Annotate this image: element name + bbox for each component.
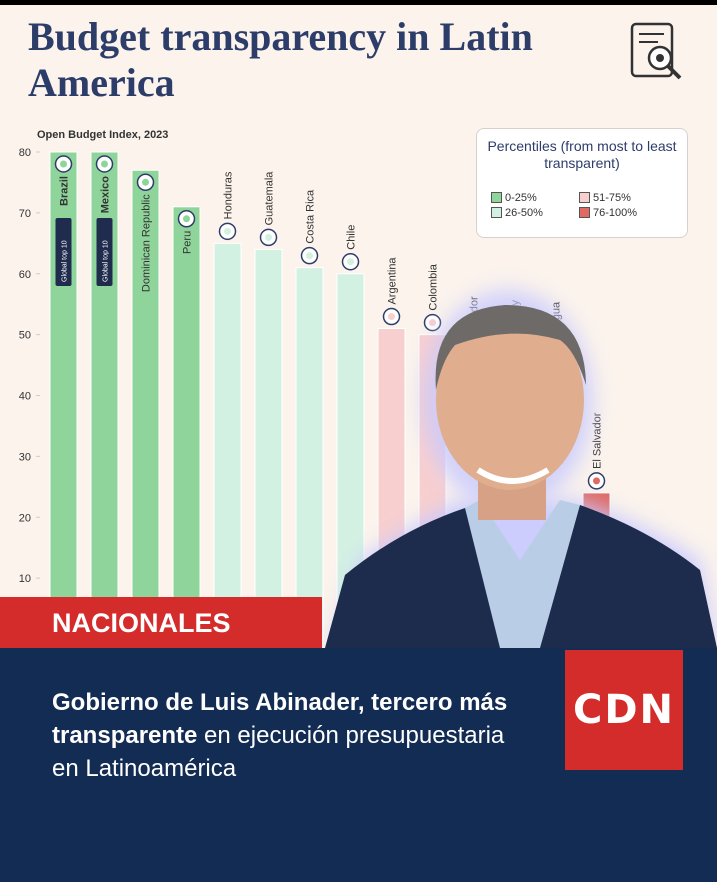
logo: CDN <box>565 650 683 770</box>
headline-regular: en ejecución presupuestaria en Latinoamé… <box>52 722 505 782</box>
flag-center <box>101 160 108 168</box>
legend-title: Percentiles (from most to least transpar… <box>487 138 677 171</box>
flag-center <box>306 252 313 260</box>
y-tick-label: 50 <box>19 330 31 342</box>
y-tick-label: 20 <box>19 512 31 524</box>
badge-label: Global top 10 <box>103 240 110 282</box>
y-tick-label: 80 <box>19 147 31 159</box>
person-photo <box>325 290 717 648</box>
legend-label: 76-100% <box>593 206 638 219</box>
badge <box>55 218 72 286</box>
section-tab: NACIONALES <box>0 597 322 649</box>
x-category-label: Costa Rica <box>305 189 317 244</box>
bar <box>131 169 160 640</box>
legend-swatch <box>579 192 590 203</box>
flag-center <box>183 215 190 223</box>
chart-title: Budget transparency in Latin America <box>28 14 533 105</box>
x-category-label: Honduras <box>223 171 235 219</box>
x-category-label: Guatemala <box>264 171 276 226</box>
x-category-label: Brazil <box>59 176 71 206</box>
x-category-label: Dominican Republic <box>141 194 153 292</box>
flag-center <box>224 227 231 235</box>
legend-items: 0-25% 26-50% 51-75% 76-100% <box>491 190 687 220</box>
legend-swatch <box>491 192 502 203</box>
flag-center <box>347 258 354 266</box>
legend-label: 26-50% <box>505 206 543 219</box>
x-category-label: Mexico <box>100 176 112 214</box>
x-category-label: Chile <box>346 225 358 250</box>
legend-item: 76-100% <box>579 205 667 220</box>
y-tick-label: 70 <box>19 208 31 220</box>
y-tick-label: 60 <box>19 269 31 281</box>
flag-center <box>60 160 67 168</box>
top-bar <box>0 0 717 5</box>
badge-label: Global top 10 <box>62 240 69 282</box>
headline-bold: Gobierno de Luis Abinader, tercero más t… <box>52 689 508 749</box>
flag-center <box>429 319 436 327</box>
legend-label: 0-25% <box>505 191 537 204</box>
y-tick-label: 30 <box>19 451 31 463</box>
x-category-label: El Salvador <box>592 412 604 469</box>
badge <box>96 218 113 286</box>
legend-label: 51-75% <box>593 191 631 204</box>
flag-center <box>388 313 395 321</box>
legend-item: 0-25% <box>491 190 579 205</box>
flag-center <box>593 477 600 485</box>
headline: Gobierno de Luis Abinader, tercero más t… <box>52 686 532 785</box>
x-category-label: Colombia <box>428 263 440 310</box>
flag-center <box>265 233 272 241</box>
legend-item: 26-50% <box>491 205 579 220</box>
legend-swatch <box>491 207 502 218</box>
legend: Percentiles (from most to least transpar… <box>476 128 688 238</box>
x-category-label: Peru <box>182 231 194 254</box>
x-category-label: Argentina <box>387 257 399 305</box>
bar <box>295 267 324 640</box>
flag-center <box>142 178 149 186</box>
y-tick-label: 40 <box>19 391 31 403</box>
y-tick-label: 10 <box>19 573 31 585</box>
legend-item: 51-75% <box>579 190 667 205</box>
report-icon <box>630 22 682 80</box>
legend-swatch <box>579 207 590 218</box>
bar <box>172 206 201 640</box>
axis-label: Open Budget Index, 2023 <box>37 129 168 141</box>
bar <box>254 248 283 640</box>
